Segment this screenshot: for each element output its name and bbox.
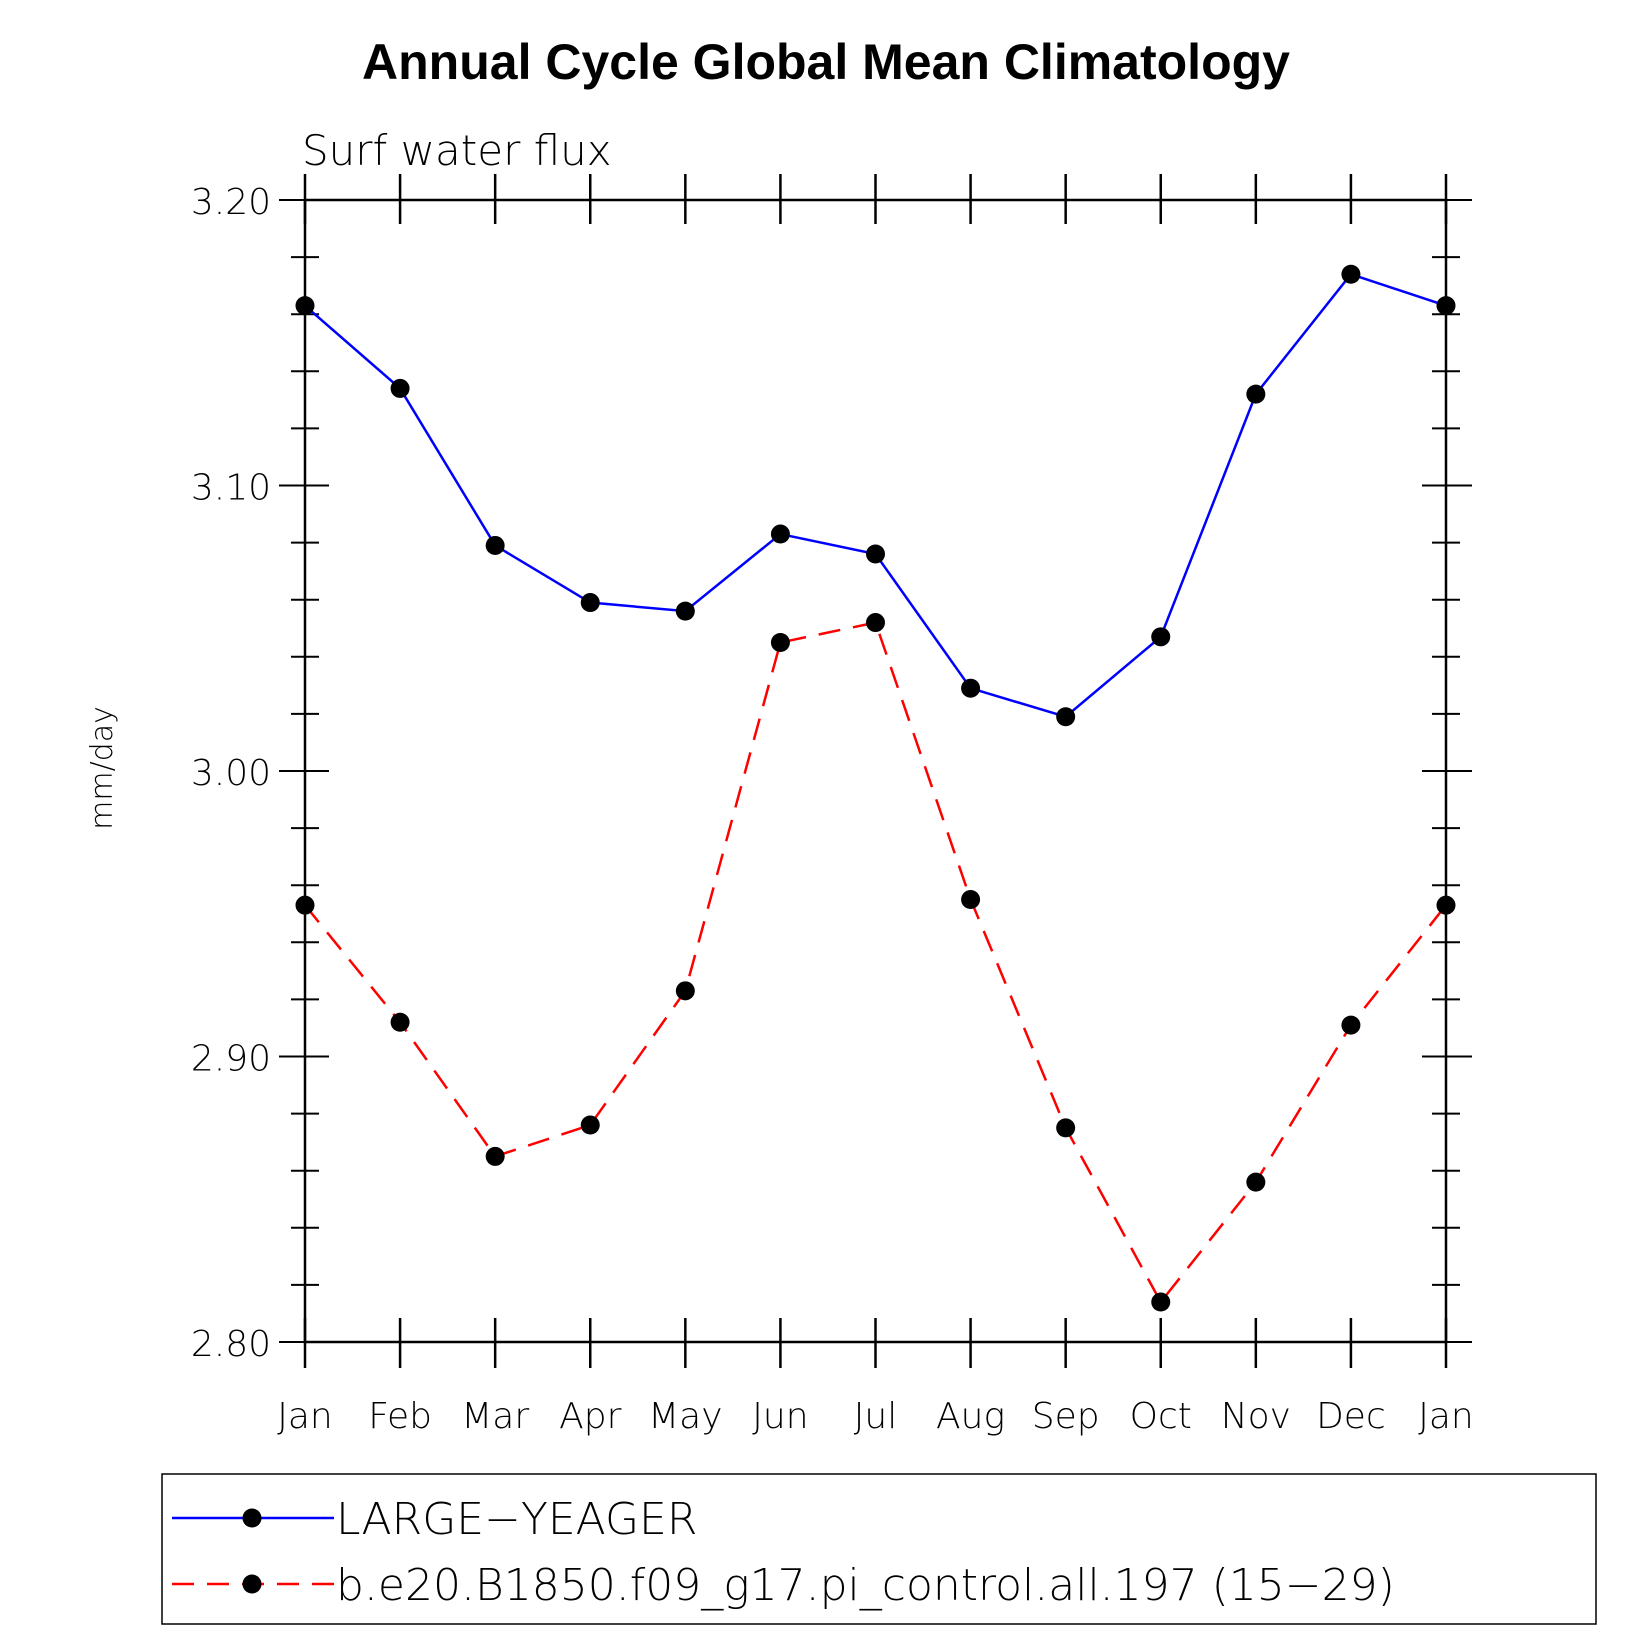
y-tick-label: 3.10 [191, 468, 271, 509]
legend-marker-1 [242, 1508, 262, 1528]
y-tick-label: 2.90 [191, 1039, 271, 1080]
x-tick-label: Mar [461, 1396, 529, 1437]
y-tick-label: 3.20 [191, 182, 271, 223]
x-tick-label: Apr [559, 1396, 621, 1437]
series-1-point [1341, 264, 1361, 284]
series-2-point [675, 981, 695, 1001]
series-1-point [1436, 296, 1456, 316]
series-2-point [1341, 1015, 1361, 1035]
series-2-point [390, 1012, 410, 1032]
legend-label-2: b.e20.B1850.f09_g17.pi_control.all.197 (… [336, 1560, 1395, 1611]
x-tick-label: Jan [277, 1396, 333, 1437]
series-1-point [770, 524, 790, 544]
series-line-2 [304, 621, 1447, 1305]
series-2-point [1246, 1172, 1266, 1192]
series-2-point [961, 889, 981, 909]
x-tick-label: Oct [1130, 1396, 1192, 1437]
x-tick-label: May [648, 1396, 722, 1437]
series-1-point [961, 678, 981, 698]
series-2-point [295, 895, 315, 915]
series-1-point [1151, 627, 1171, 647]
series-1-point [580, 593, 600, 613]
series-1-point [485, 535, 505, 555]
series-1-point [1056, 707, 1076, 727]
series-2-point [1436, 895, 1456, 915]
series-1-point [295, 296, 315, 316]
x-tick-label: Feb [368, 1396, 432, 1437]
series-1-point [675, 601, 695, 621]
series-2-point [866, 613, 885, 633]
series-2-point [770, 633, 790, 653]
x-tick-label: Jul [854, 1396, 897, 1437]
x-tick-label: Sep [1032, 1396, 1100, 1437]
y-tick-label: 3.00 [191, 753, 271, 794]
series-2-point [1056, 1118, 1076, 1138]
chart-subtitle: Surf water flux [302, 126, 612, 175]
series-2-point [1151, 1292, 1171, 1312]
series-1-point [866, 544, 885, 564]
x-tick-label: Dec [1316, 1396, 1386, 1437]
series-1-point [390, 378, 410, 398]
y-tick-label: 2.80 [191, 1324, 271, 1365]
y-axis-label: mm/day [85, 706, 120, 830]
legend-label-1: LARGE−YEAGER [336, 1494, 697, 1545]
series-line-1 [304, 272, 1447, 719]
x-tick-label: Jun [752, 1396, 808, 1437]
x-tick-label: Jan [1418, 1396, 1474, 1437]
legend-marker-2 [242, 1574, 262, 1594]
x-tick-label: Nov [1221, 1396, 1291, 1437]
series-2-point [485, 1146, 505, 1166]
chart-title: Annual Cycle Global Mean Climatology [362, 34, 1290, 90]
series-2-point [580, 1115, 600, 1135]
legend-box [161, 1473, 1597, 1625]
series-1-point [1246, 384, 1266, 404]
x-tick-label: Aug [936, 1396, 1005, 1437]
